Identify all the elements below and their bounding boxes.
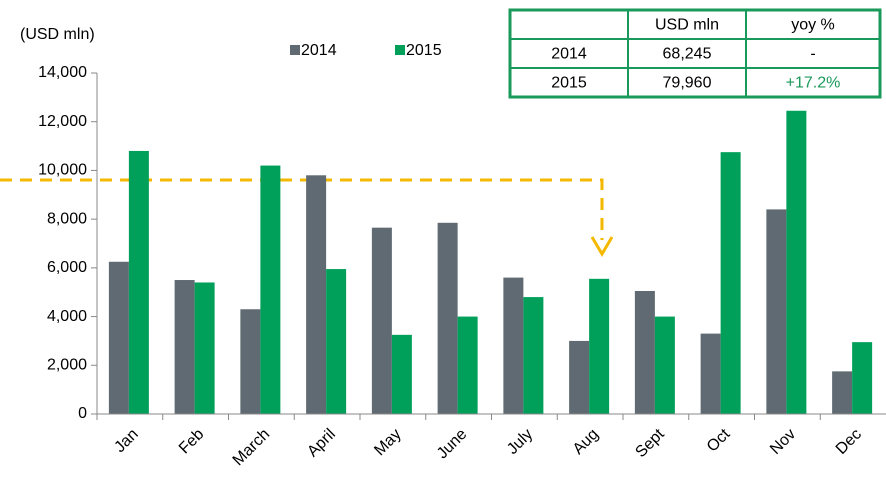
bar (174, 280, 195, 414)
bar (260, 165, 281, 414)
legend-swatch (395, 45, 405, 55)
x-tick-label: April (304, 426, 339, 461)
y-tick-label: 4,000 (47, 308, 87, 325)
bar (437, 222, 458, 414)
bar (589, 278, 610, 414)
bar (240, 309, 261, 414)
bar (700, 333, 721, 414)
bar (306, 175, 327, 414)
bar (766, 209, 787, 414)
y-tick-label: 10,000 (38, 162, 87, 179)
y-tick-label: 12,000 (38, 113, 87, 130)
annotation-arrow (0, 178, 614, 257)
x-tick-label: March (230, 426, 273, 469)
table-header: USD mln (655, 17, 719, 34)
y-axis-label: (USD mln) (20, 26, 95, 43)
y-tick-label: 8,000 (47, 210, 87, 227)
arrow-head (590, 236, 614, 257)
table-frame (508, 8, 882, 99)
legend-label: 2015 (406, 42, 442, 59)
bar (634, 290, 655, 414)
legend-label: 2014 (301, 42, 337, 59)
legend-swatch (290, 45, 300, 55)
bar (457, 316, 478, 414)
x-tick-label: June (434, 426, 471, 463)
y-tick-label: 0 (78, 405, 87, 422)
arrow-line (0, 178, 604, 240)
table-cell: +17.2% (786, 75, 841, 92)
table-cell: 2014 (551, 46, 587, 63)
bar (128, 150, 149, 414)
bar (194, 282, 215, 414)
bar (654, 316, 675, 414)
table-cell: 68,245 (663, 46, 712, 63)
bar (786, 110, 807, 414)
table-cell: 79,960 (663, 75, 712, 92)
x-tick-label: Jan (111, 426, 141, 456)
table-cell: - (810, 46, 815, 63)
bar (503, 277, 524, 414)
x-tick-label: Aug (570, 426, 602, 458)
x-tick-label: Sept (632, 425, 668, 461)
summary-table: USD mln yoy % 2014 68,245 - 2015 79,960 +17.2% (508, 8, 882, 99)
bar (523, 297, 544, 414)
x-tick-label: Nov (767, 426, 799, 458)
bar (569, 340, 590, 414)
bar (832, 371, 853, 414)
y-tick-label: 14,000 (38, 64, 87, 81)
y-tick-label: 6,000 (47, 259, 87, 276)
bar (852, 342, 873, 414)
bar (326, 269, 347, 414)
bar (108, 261, 129, 414)
x-tick-label: July (504, 426, 536, 458)
x-tick-label: Oct (704, 425, 734, 455)
table-cell: 2015 (551, 75, 587, 92)
bar (391, 334, 412, 414)
x-tick-label: May (371, 426, 404, 459)
bar (371, 227, 392, 414)
x-tick-label: Feb (176, 426, 208, 458)
x-tick-label: Dec (833, 426, 865, 458)
y-tick-label: 2,000 (47, 357, 87, 374)
bar (720, 152, 741, 415)
table-header: yoy % (791, 17, 835, 34)
